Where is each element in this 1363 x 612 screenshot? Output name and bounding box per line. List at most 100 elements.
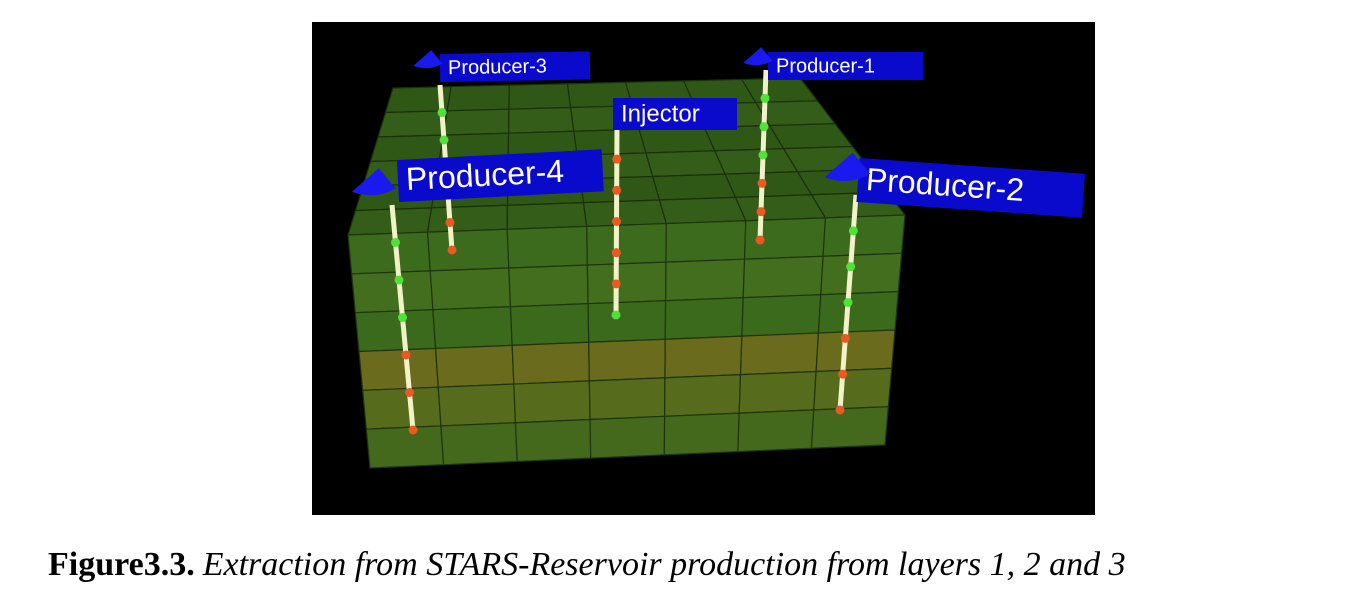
front-cell [432, 306, 513, 350]
well-perforation [394, 275, 404, 285]
flag-background [856, 158, 1085, 218]
front-cell [587, 300, 667, 343]
well-label: Producer-4 [405, 153, 565, 197]
top-cell [713, 148, 799, 175]
front-cell [362, 386, 442, 430]
front-cell [506, 225, 588, 269]
front-cell [437, 383, 517, 427]
well-perforation [439, 135, 449, 145]
well-perforation [445, 218, 455, 227]
well-perforation [408, 425, 418, 435]
front-cell [514, 418, 592, 463]
front-cell [815, 329, 896, 373]
front-cell [347, 231, 431, 275]
well-perforation [835, 405, 845, 415]
front-cell [440, 422, 518, 466]
flag-cone [743, 47, 773, 66]
top-cell [506, 202, 588, 230]
well-perforation [840, 333, 850, 343]
front-cell [664, 373, 742, 417]
well-perforation [838, 369, 848, 379]
front-cell [513, 380, 591, 424]
flag-background [768, 52, 923, 80]
top-cell [651, 173, 737, 201]
well-perforation [405, 388, 414, 397]
well-perforation [391, 238, 400, 247]
front-cell [664, 335, 743, 379]
caption: Figure3.3. Extraction from STARS-Reservoi… [48, 546, 1126, 583]
top-cell [507, 106, 575, 134]
well-flag: Producer-1 [768, 52, 923, 80]
well-perforation [398, 313, 407, 322]
flag-background [396, 149, 604, 202]
top-cell [426, 204, 509, 233]
front-cell [813, 367, 893, 411]
front-cell [665, 258, 746, 302]
top-cell [347, 207, 433, 236]
front-cell [822, 214, 906, 257]
front-cell [817, 291, 899, 334]
front-cell [820, 252, 903, 296]
front-cell [358, 347, 439, 391]
front-cell [351, 270, 434, 314]
flag-background [613, 98, 737, 130]
caption-label: Figure3.3. [48, 546, 195, 583]
front-cell [742, 255, 824, 299]
front-cell [810, 406, 889, 449]
front-cell [665, 220, 747, 263]
well-perforation [611, 279, 621, 289]
well-perforation [757, 178, 767, 188]
flag-background [439, 51, 591, 82]
flag-cone [413, 50, 443, 69]
well-perforation [612, 154, 622, 164]
front-cell [511, 341, 590, 385]
front-cell [738, 370, 817, 414]
front-cell [588, 377, 666, 421]
top-cell [645, 150, 727, 178]
top-cell [377, 110, 448, 138]
well-perforation [401, 350, 411, 360]
top-cell [508, 83, 572, 110]
front-cell [429, 267, 512, 311]
well-perforation [760, 93, 770, 103]
front-cell [365, 425, 445, 469]
front-cell [508, 264, 589, 308]
well-label: Injector [621, 100, 700, 127]
front-cell [737, 409, 815, 453]
well-perforation [611, 310, 621, 320]
top-cell [734, 194, 827, 222]
front-cell [586, 261, 667, 305]
well-label: Producer-3 [448, 55, 547, 79]
well-perforation [756, 207, 766, 217]
well-perforation [843, 298, 853, 307]
top-cell [658, 196, 747, 225]
flag-cone [824, 152, 871, 181]
well-perforation [758, 150, 768, 160]
well-flag: Producer-3 [439, 51, 591, 82]
top-cell [446, 84, 510, 112]
front-cell [739, 332, 820, 376]
well-perforation [437, 108, 447, 117]
well-perforation [755, 235, 765, 245]
well-perforation [612, 217, 621, 226]
well-perforation [846, 262, 856, 272]
front-cell [663, 412, 740, 456]
front-cell [586, 222, 667, 266]
front-cell [509, 303, 590, 346]
top-cell [442, 108, 510, 136]
well-perforation [848, 226, 858, 236]
front-cell [741, 294, 822, 337]
well-perforation [447, 245, 457, 255]
well-label: Producer-1 [776, 55, 875, 77]
well-flag: Injector [613, 98, 737, 130]
top-cell [724, 171, 813, 199]
well-flag: Producer-2 [856, 158, 1085, 218]
well-flag: Producer-4 [396, 149, 604, 202]
flag-cone [351, 168, 396, 196]
caption-text: Extraction from STARS-Reservoir producti… [202, 546, 1126, 583]
top-cell [582, 199, 668, 228]
front-cell [589, 415, 666, 459]
wells: Producer-3 Producer-1 Injector Producer-4 Pr… [351, 47, 1085, 435]
